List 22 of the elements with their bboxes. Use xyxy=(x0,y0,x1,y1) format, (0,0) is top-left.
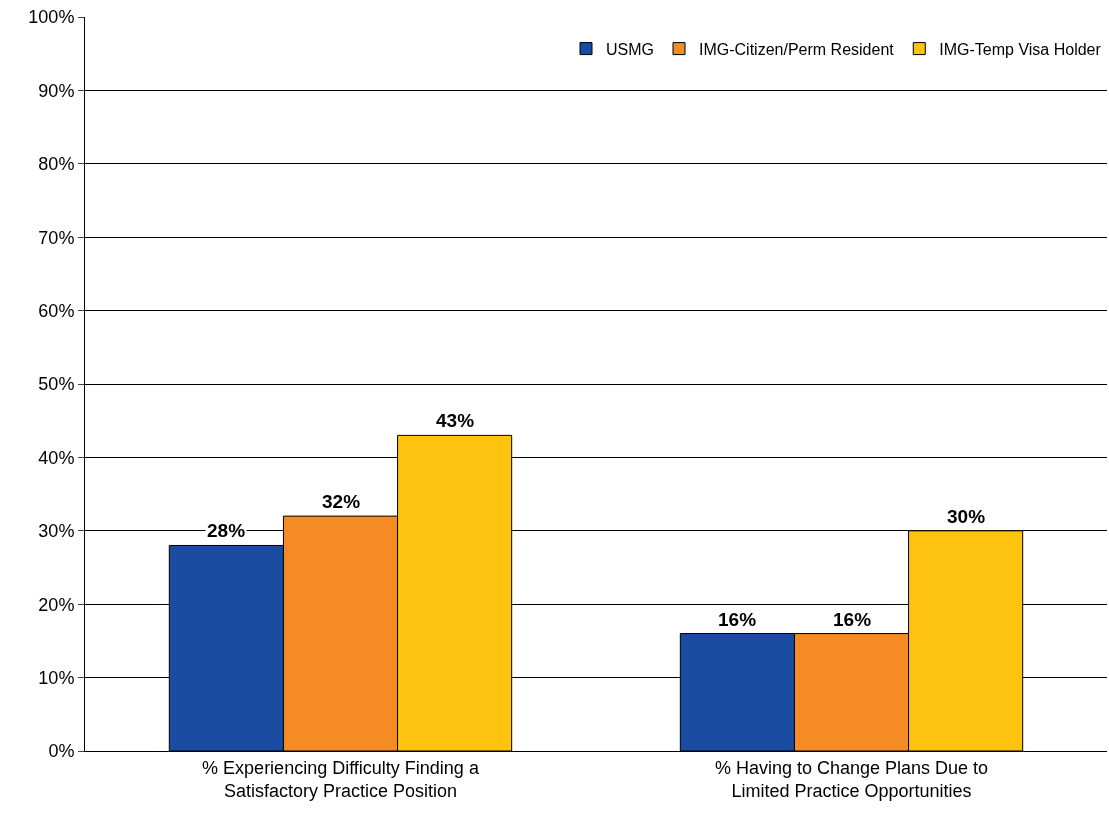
y-tick-label: 20% xyxy=(38,594,75,615)
x-tick-label: % Having to Change Plans Due to Limited Practice Opportunities xyxy=(714,757,989,801)
data-label: 16% xyxy=(718,609,757,630)
data-label: 16% xyxy=(833,609,872,630)
y-tick-label: 10% xyxy=(38,667,75,688)
legend-label: IMG-Temp Visa Holder xyxy=(939,40,1102,58)
y-tick-label: 60% xyxy=(38,300,75,321)
y-tick-label: 100% xyxy=(28,7,75,28)
y-tick-label: 30% xyxy=(38,521,75,542)
data-label: 43% xyxy=(436,410,475,431)
x-tick-label: % Experiencing Difficulty Finding a Satisfactory Practice Position xyxy=(202,757,480,801)
data-label: 30% xyxy=(947,506,986,527)
data-label: 32% xyxy=(322,491,361,512)
y-tick-label: 70% xyxy=(38,227,75,248)
legend-label: USMG xyxy=(606,40,654,58)
y-tick-label: 50% xyxy=(38,374,75,395)
legend-label: IMG-Citizen/Perm Resident xyxy=(699,40,895,58)
y-tick-label: 0% xyxy=(48,741,75,762)
y-tick-label: 80% xyxy=(38,154,75,175)
y-tick-label: 40% xyxy=(38,447,75,468)
y-tick-label: 90% xyxy=(38,80,75,101)
data-label: 28% xyxy=(207,520,246,541)
